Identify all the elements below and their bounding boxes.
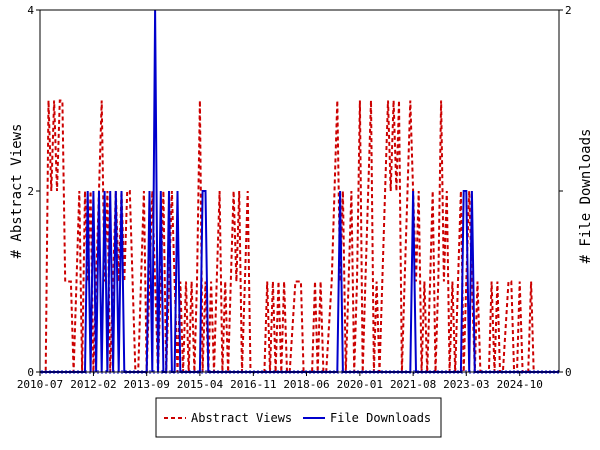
ticks-layer: 0 2 4 0 2 2010-07 2012-02 2013-09 2015-04 2016-11… bbox=[17, 4, 572, 391]
y-right-axis-title: # File Downloads bbox=[578, 129, 594, 264]
x-tick-label: 2010-07 bbox=[17, 378, 63, 391]
legend-label-abstract-views: Abstract Views bbox=[191, 411, 292, 425]
x-tick-label: 2016-11 bbox=[230, 378, 276, 391]
x-tick-label: 2012-02 bbox=[70, 378, 116, 391]
y-left-tick-label: 0 bbox=[27, 366, 34, 379]
x-tick-label: 2024-10 bbox=[497, 378, 543, 391]
y-left-axis-title: # Abstract Views bbox=[9, 124, 25, 259]
y-right-tick-label: 0 bbox=[565, 366, 572, 379]
x-tick-label: 2018-06 bbox=[283, 378, 329, 391]
x-tick-label: 2015-04 bbox=[177, 378, 224, 391]
x-tick-label: 2021-08 bbox=[390, 378, 436, 391]
x-tick-label: 2020-01 bbox=[337, 378, 383, 391]
legend-label-file-downloads: File Downloads bbox=[330, 411, 431, 425]
y-left-tick-label: 2 bbox=[27, 185, 34, 198]
x-tick-label: 2023-03 bbox=[443, 378, 489, 391]
y-left-tick-label: 4 bbox=[27, 4, 34, 17]
x-tick-label: 2013-09 bbox=[124, 378, 170, 391]
legend-box bbox=[155, 397, 442, 438]
y-right-tick-label: 2 bbox=[565, 4, 572, 17]
legend: Abstract Views File Downloads bbox=[155, 397, 442, 438]
